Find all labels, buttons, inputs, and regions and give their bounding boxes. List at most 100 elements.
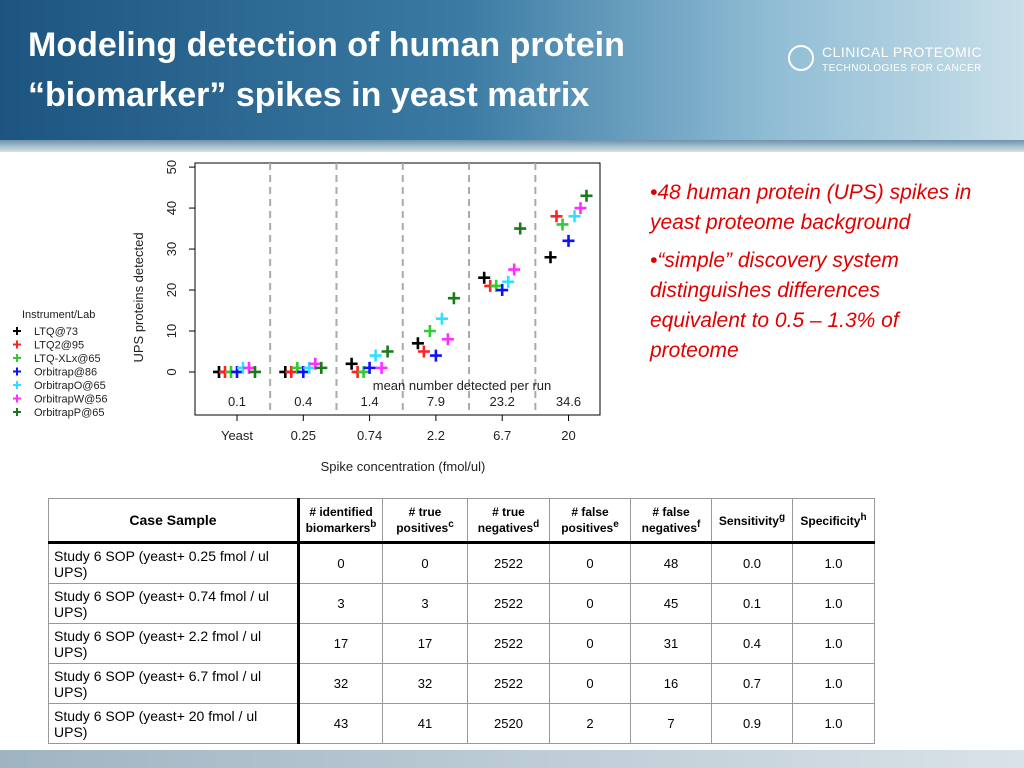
x-tick-label: 20	[561, 428, 575, 443]
point	[429, 349, 442, 362]
table-cell: 41	[382, 703, 468, 744]
table-cell: 3	[382, 583, 468, 624]
footnote-mark: h	[860, 512, 867, 523]
legend-swatch	[13, 340, 21, 349]
table-cell: 16	[630, 663, 712, 704]
y-tick-label: 30	[164, 242, 179, 256]
y-tick-label: 10	[164, 324, 179, 338]
point	[568, 210, 581, 223]
bullet-list: •48 human protein (UPS) spikes in yeast …	[650, 178, 980, 374]
footnote-mark: b	[370, 519, 377, 530]
annotation: mean number detected per run	[373, 378, 552, 393]
table-cell: 1.0	[792, 623, 875, 664]
table-cell: 31	[630, 623, 712, 664]
table-cell: 0.0	[711, 542, 793, 584]
table-cell: 0	[549, 663, 631, 704]
table-cell: 2	[549, 703, 631, 744]
header-text: # true positives	[396, 505, 449, 535]
point	[496, 284, 509, 297]
point	[580, 189, 593, 202]
header-text: # false negatives	[641, 505, 697, 535]
table-cell: 1.0	[792, 542, 875, 584]
table-cell: 0.4	[711, 623, 793, 664]
legend-swatch	[13, 381, 21, 389]
x-tick-label: Yeast	[221, 428, 253, 443]
table-cell: 7	[630, 703, 712, 744]
header-text: # true negatives	[477, 505, 534, 535]
mean-label: 0.4	[294, 394, 312, 409]
table-row: Study 6 SOP (yeast+ 6.7 fmol / ul UPS) 32…	[48, 663, 875, 704]
table-row: Study 6 SOP (yeast+ 0.74 fmol / ul UPS) 3…	[48, 583, 875, 624]
column-header: Specificityh	[792, 498, 875, 544]
column-header: # identified biomarkersb	[298, 498, 383, 544]
y-tick-label: 50	[164, 160, 179, 174]
table-cell: 0.9	[711, 703, 793, 744]
point	[363, 361, 376, 374]
table-cell: 2522	[467, 542, 550, 584]
mean-label: 7.9	[427, 394, 445, 409]
x-axis-label: Spike concentration (fmol/ul)	[321, 459, 486, 474]
table-cell: 3	[298, 583, 383, 624]
table-cell: 32	[382, 663, 468, 704]
legend-label: Orbitrap@86	[34, 367, 97, 379]
point	[544, 251, 557, 264]
x-tick-label: 0.74	[357, 428, 382, 443]
table-cell: 1.0	[792, 663, 875, 704]
table-row: Study 6 SOP (yeast+ 2.2 fmol / ul UPS) 17…	[48, 623, 875, 664]
logo-text: TECHNOLOGIES FOR CANCER	[822, 63, 982, 74]
point	[423, 325, 436, 337]
mean-label: 1.4	[361, 394, 379, 409]
point	[381, 345, 394, 358]
column-header: # false positivese	[549, 498, 631, 544]
column-header: Case Sample	[48, 498, 300, 544]
table-cell: 2522	[467, 583, 550, 624]
point	[556, 218, 569, 231]
plot-frame	[194, 162, 601, 416]
footnote-mark: c	[448, 519, 454, 530]
point	[508, 263, 521, 276]
header-text: # identified biomarkers	[305, 505, 373, 535]
point	[417, 345, 430, 358]
point	[345, 357, 358, 370]
table-cell: 2520	[467, 703, 550, 744]
y-tick-label: 20	[164, 283, 179, 297]
bullet: •“simple” discovery system distinguishes…	[650, 249, 899, 362]
slide-title: “biomarker” spikes in yeast matrix	[28, 76, 590, 114]
point	[514, 222, 527, 235]
x-tick-label: 0.25	[291, 428, 316, 443]
header-rule	[0, 140, 1024, 152]
y-tick-label: 40	[164, 201, 179, 215]
legend-label: OrbitrapO@65	[34, 380, 106, 392]
point	[550, 210, 563, 223]
point	[315, 361, 328, 374]
footnote-mark: f	[697, 519, 701, 530]
chart: 0 10 20 30 40 50 UPS proteins detected mean num…	[13, 160, 601, 474]
legend-label: OrbitrapP@65	[34, 407, 104, 419]
point	[478, 271, 491, 284]
table-cell: 0	[549, 583, 631, 624]
point	[562, 234, 575, 247]
table-cell: 2522	[467, 663, 550, 704]
mean-label: 23.2	[490, 394, 515, 409]
table-cell: Study 6 SOP (yeast+ 0.74 fmol / ul UPS)	[48, 583, 300, 624]
table-cell: 48	[630, 542, 712, 584]
x-tick-label: 6.7	[493, 428, 511, 443]
table-cell: 0	[382, 542, 468, 584]
point	[435, 312, 448, 325]
logo-text: CLINICAL PROTEOMIC	[822, 44, 983, 60]
point	[411, 337, 424, 350]
footer-band	[0, 750, 1024, 768]
table-cell: Study 6 SOP (yeast+ 6.7 fmol / ul UPS)	[48, 663, 300, 704]
legend-label: LTQ@73	[34, 326, 78, 338]
y-axis-label: UPS proteins detected	[131, 232, 146, 362]
logo-icon	[788, 45, 814, 71]
legend-swatch	[13, 367, 21, 376]
table-cell: Study 6 SOP (yeast+ 20 fmol / ul UPS)	[48, 703, 300, 744]
legend-label: LTQ-XLx@65	[34, 353, 101, 365]
table-cell: 1.0	[792, 583, 875, 624]
header-text: Case Sample	[129, 512, 217, 528]
table-cell: 0.7	[711, 663, 793, 704]
header-row: Case Sample # identified biomarkersb # tru…	[48, 498, 875, 544]
legend-label: LTQ2@95	[34, 340, 84, 352]
